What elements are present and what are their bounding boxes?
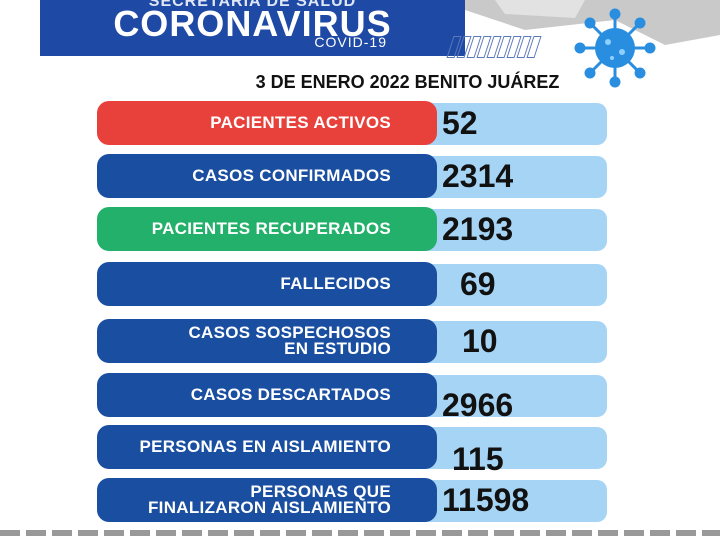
stat-row-pacientes-recuperados: PACIENTES RECUPERADOS 2193 [97,207,607,251]
stat-row-personas-aislamiento: PERSONAS EN AISLAMIENTO 115 [97,425,607,477]
stat-label: CASOS CONFIRMADOS [97,154,437,198]
footer-strip [0,530,720,536]
date-line: 3 DE ENERO 2022 BENITO JUÁREZ [255,72,560,92]
stat-label-line2: FINALIZARON AISLAMIENTO [148,498,391,517]
stat-label: PERSONAS QUE FINALIZARON AISLAMIENTO [97,478,437,522]
stat-value: 115 [452,440,504,477]
header-subtitle: COVID-19 [314,34,387,50]
stat-label-line1: PERSONAS QUE [250,482,391,501]
stat-value: 10 [462,322,498,359]
stat-value: 2314 [442,157,514,194]
stat-row-casos-sospechosos: CASOS SOSPECHOSOS EN ESTUDIO 10 [97,319,607,363]
stat-label-line1: CASOS SOSPECHOSOS [188,323,391,342]
stat-value: 11598 [442,481,530,518]
stat-value: 2193 [442,210,514,247]
header-title: CORONAVIRUS [113,3,392,44]
stat-row-finalizaron-aislamiento: PERSONAS QUE FINALIZARON AISLAMIENTO 115… [97,478,607,522]
stat-row-pacientes-activos: PACIENTES ACTIVOS 52 [97,101,607,145]
stat-value: 2966 [442,386,514,423]
stat-row-casos-descartados: CASOS DESCARTADOS 2966 [97,373,607,423]
stat-label: CASOS DESCARTADOS [97,373,437,417]
stat-label: FALLECIDOS [97,262,437,306]
stat-value: 69 [460,265,496,302]
header-top-line: SECRETARÍA DE SALUD [148,0,357,10]
stat-label: PERSONAS EN AISLAMIENTO [97,425,437,469]
stat-value: 52 [442,104,478,141]
stat-row-casos-confirmados: CASOS CONFIRMADOS 2314 [97,154,607,198]
stat-row-fallecidos: FALLECIDOS 69 [97,262,607,306]
stat-label-line2: EN ESTUDIO [284,339,391,358]
stat-label: CASOS SOSPECHOSOS EN ESTUDIO [97,319,437,363]
stat-label: PACIENTES ACTIVOS [97,101,437,145]
header-banner: SECRETARÍA DE SALUD CORONAVIRUS COVID-19 [40,0,465,56]
stat-label: PACIENTES RECUPERADOS [97,207,437,251]
virus-icon [574,8,656,88]
